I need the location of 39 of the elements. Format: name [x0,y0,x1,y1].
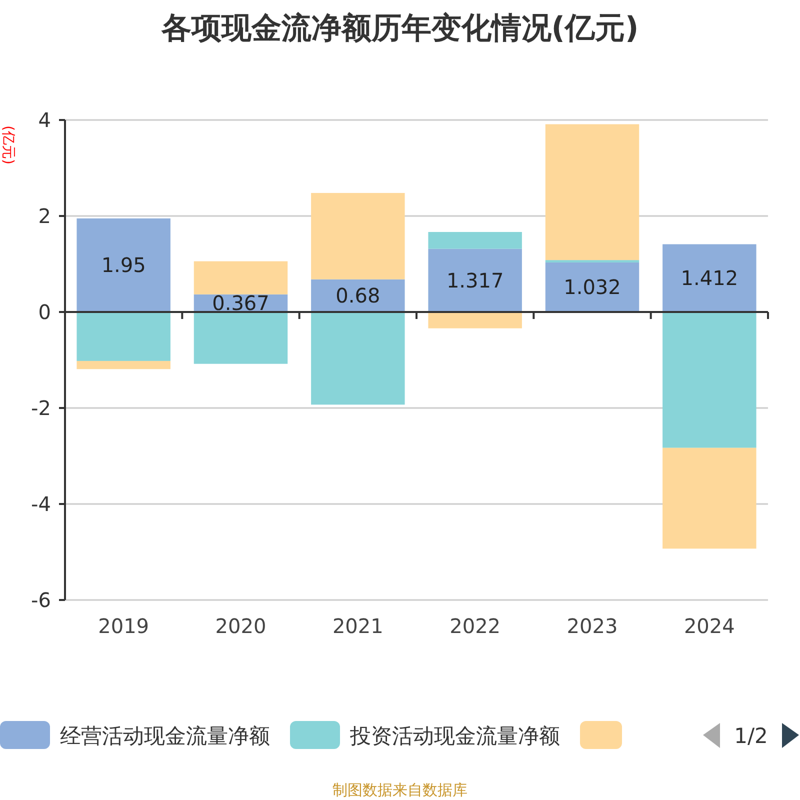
data-label: 1.412 [680,266,738,290]
data-label: 1.95 [101,253,146,278]
x-tick-label: 2019 [98,614,150,638]
bar [194,261,288,294]
y-tick-label: -4 [31,492,51,516]
data-label: 1.317 [446,268,504,292]
legend-label: 经营活动现金流量净额 [60,724,270,748]
legend-label: 投资活动现金流量净额 [349,724,560,748]
text: 1/2 [734,724,768,748]
bar [428,232,522,249]
bar [428,248,522,312]
bar [662,244,756,312]
data-label: 0.367 [212,291,270,316]
x-tick-label: 2020 [215,614,266,638]
x-tick-label: 2023 [566,614,618,638]
text: 制图数据来自数据库 [332,781,468,799]
chart-title: 各项现金流净额历年变化情况(亿元) [160,11,639,46]
x-tick-label: 2024 [684,614,735,638]
bar [76,312,170,361]
bar [545,262,640,312]
bar [194,312,288,364]
data-label: 0.68 [336,284,380,308]
bar [662,312,756,448]
y-tick-label: 0 [38,300,51,324]
y-axis-title: (亿元) [0,126,16,164]
y-tick-label: -2 [31,396,51,420]
bar [76,218,170,312]
bar [311,192,405,280]
bar [311,312,405,405]
y-tick-label: -6 [31,588,51,612]
bar [428,312,522,328]
x-tick-label: 2022 [450,614,501,638]
x-tick-label: 2021 [332,614,384,638]
data-label: 1.032 [564,275,621,300]
y-tick-label: 2 [38,204,51,228]
y-tick-label: 4 [38,108,51,132]
bar [76,360,170,370]
bar [545,124,640,260]
bar [662,448,756,549]
